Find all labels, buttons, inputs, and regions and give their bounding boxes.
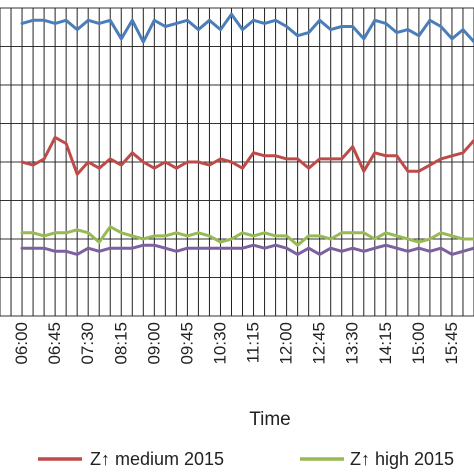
x-tick-label: 09:45 [177,322,196,365]
x-axis-tick-labels: 06:00 06:45 07:30 08:15 09:00 09:45 10:30 11:15… [12,322,461,365]
series-line-2 [20,135,474,176]
x-tick-label: 14:15 [376,322,395,365]
x-tick-label: 12:00 [277,322,296,365]
x-tick-label: 08:15 [111,322,130,365]
x-tick-label: 10:30 [210,322,229,365]
x-tick-label: 06:00 [12,322,31,365]
x-axis-label: Time [249,409,291,430]
chart-grid [0,7,474,317]
series-line-1 [20,12,474,44]
series-line-3 [20,225,474,247]
legend-label-1: Z↑ medium 2015 [90,449,224,469]
x-tick-label: 07:30 [78,322,97,365]
legend-label-2: Z↑ high 2015 [350,449,454,469]
x-tick-label: 12:45 [310,322,329,365]
x-tick-label: 06:45 [45,322,64,365]
chart-series [20,12,474,256]
x-tick-label: 15:00 [409,322,428,365]
chart-legend: Z↑ medium 2015 Z↑ high 2015 [38,449,454,469]
x-tick-label: 15:45 [442,322,461,365]
series-line-4 [20,243,474,256]
x-tick-label: 11:15 [244,322,263,363]
x-tick-label: 13:30 [343,322,362,365]
x-tick-label: 09:00 [144,322,163,365]
